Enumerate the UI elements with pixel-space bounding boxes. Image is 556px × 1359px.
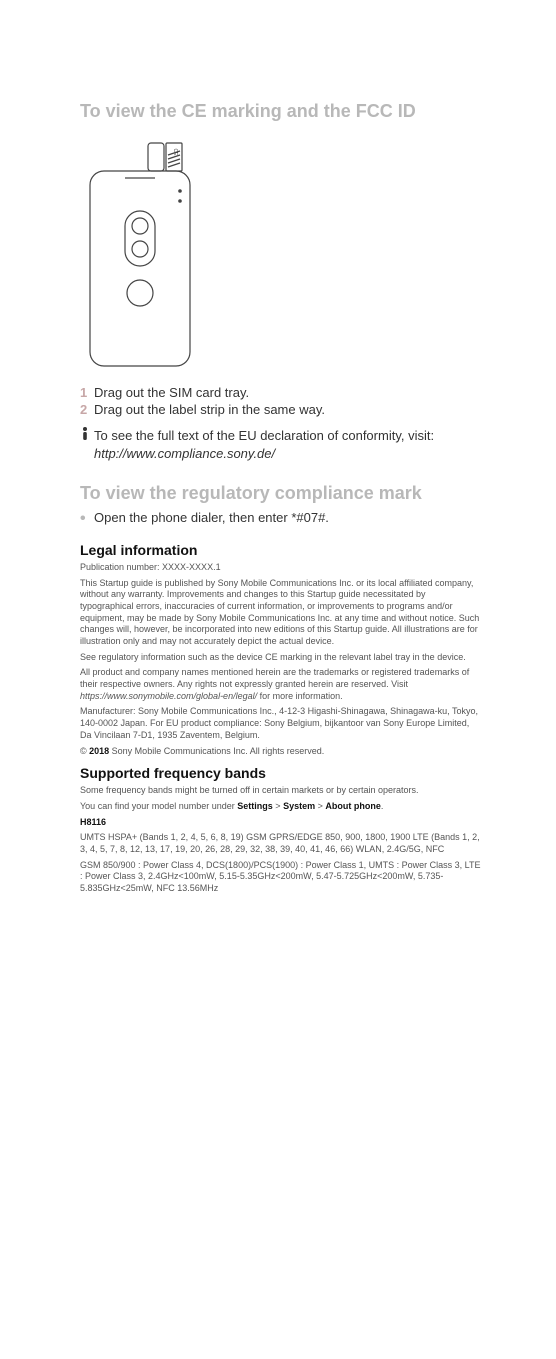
freq-line2-lead: You can find your model number under — [80, 801, 237, 811]
legal-para3-tail: for more information. — [257, 691, 343, 701]
heading-regulatory: To view the regulatory compliance mark — [80, 482, 481, 505]
numbered-steps: 1 Drag out the SIM card tray. 2 Drag out… — [80, 385, 481, 417]
note-lead: To see the full text of the EU declarati… — [94, 428, 434, 443]
legal-title: Legal information — [80, 542, 481, 558]
bullet-text: Open the phone dialer, then enter *#07#. — [94, 510, 329, 528]
gt1: > — [273, 801, 283, 811]
freq-line2: You can find your model number under Set… — [80, 801, 481, 813]
copyright-year: 2018 — [89, 746, 109, 756]
note-url: http://www.compliance.sony.de/ — [94, 446, 275, 461]
gt2: > — [315, 801, 325, 811]
legal-copyright: © 2018 Sony Mobile Communications Inc. A… — [80, 746, 481, 758]
freq-title: Supported frequency bands — [80, 765, 481, 781]
bullet-list-regulatory: • Open the phone dialer, then enter *#07… — [80, 510, 481, 528]
info-icon — [80, 427, 94, 462]
path-about: About phone — [325, 801, 381, 811]
eu-declaration-note: To see the full text of the EU declarati… — [80, 427, 481, 462]
path-settings: Settings — [237, 801, 273, 811]
publication-number: Publication number: XXXX-XXXX.1 — [80, 562, 481, 574]
heading-ce-fcc: To view the CE marking and the FCC ID — [80, 100, 481, 123]
legal-para4: Manufacturer: Sony Mobile Communications… — [80, 706, 481, 741]
path-system: System — [283, 801, 315, 811]
copyright-tail: Sony Mobile Communications Inc. All righ… — [109, 746, 324, 756]
legal-para1: This Startup guide is published by Sony … — [80, 578, 481, 648]
step-text: Drag out the SIM card tray. — [94, 385, 249, 400]
legal-para2: See regulatory information such as the d… — [80, 652, 481, 664]
bullet-icon: • — [80, 510, 94, 528]
step-number: 1 — [80, 385, 94, 400]
step-2: 2 Drag out the label strip in the same w… — [80, 402, 481, 417]
period: . — [381, 801, 384, 811]
legal-para3-url: https://www.sonymobile.com/global-en/leg… — [80, 691, 257, 701]
model-code: H8116 — [80, 817, 106, 827]
bullet-item: • Open the phone dialer, then enter *#07… — [80, 510, 481, 528]
freq-bands: UMTS HSPA+ (Bands 1, 2, 4, 5, 6, 8, 19) … — [80, 832, 481, 855]
step-number: 2 — [80, 402, 94, 417]
note-text: To see the full text of the EU declarati… — [94, 427, 481, 462]
legal-para3: All product and company names mentioned … — [80, 667, 481, 702]
step-text: Drag out the label strip in the same way… — [94, 402, 325, 417]
freq-power: GSM 850/900 : Power Class 4, DCS(1800)/P… — [80, 860, 481, 895]
freq-line1: Some frequency bands might be turned off… — [80, 785, 481, 797]
phone-illustration: CE — [80, 141, 210, 371]
document-page: To view the CE marking and the FCC ID CE — [0, 0, 556, 939]
model-number: H8116 — [80, 817, 481, 829]
legal-para3-lead: All product and company names mentioned … — [80, 667, 469, 689]
step-1: 1 Drag out the SIM card tray. — [80, 385, 481, 400]
